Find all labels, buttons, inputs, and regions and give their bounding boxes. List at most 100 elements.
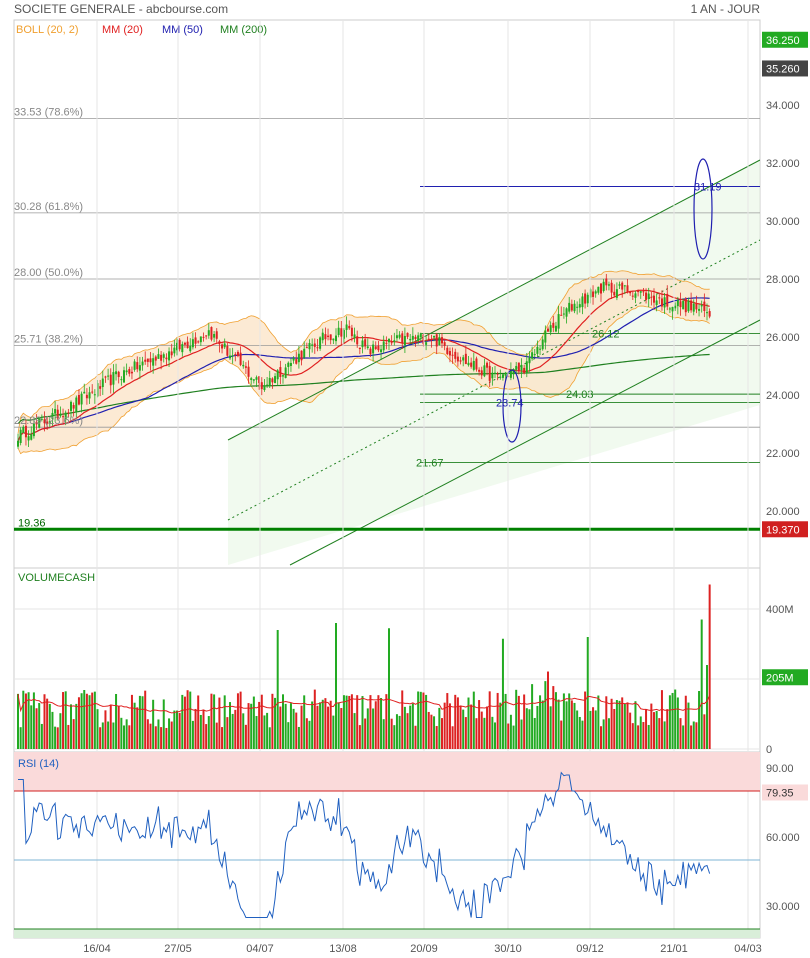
volume-bar: [637, 725, 640, 749]
volume-bar: [568, 693, 571, 749]
volume-bar: [263, 715, 266, 749]
volume-bar: [501, 638, 504, 749]
volume-bar: [385, 694, 388, 749]
candle-body: [594, 291, 597, 294]
high-price-badge-bg: [762, 31, 808, 48]
volume-bar: [236, 693, 239, 749]
candle-body: [221, 344, 224, 349]
candle-body: [123, 370, 125, 383]
volume-bar: [642, 722, 645, 749]
candle-body: [417, 335, 420, 341]
volume-bar: [109, 704, 112, 749]
fib-label-3: 25.71 (38.2%): [14, 333, 83, 345]
volume-bar: [671, 692, 674, 749]
volume-bar: [19, 727, 22, 749]
candle-body: [570, 304, 573, 311]
volume-bar: [70, 704, 72, 749]
candle-body: [610, 282, 613, 293]
candle-body: [168, 351, 171, 361]
candle-body: [388, 338, 390, 343]
candle-body: [242, 364, 245, 367]
candle-body: [321, 332, 324, 341]
support-label: 19.36: [18, 518, 46, 530]
volume-bar: [59, 713, 62, 749]
candle-body: [486, 362, 489, 368]
volume-bar: [557, 699, 560, 749]
candle-body: [125, 370, 128, 373]
candle-body: [629, 291, 632, 294]
volume-bar: [168, 718, 171, 749]
candle-body: [459, 360, 462, 362]
volume-bar: [443, 702, 446, 749]
rsi-last-badge: 79.35: [766, 787, 794, 799]
volume-bar: [653, 712, 655, 749]
volume-bar: [93, 691, 96, 749]
volume-bar: [390, 718, 393, 749]
candle-body: [557, 314, 560, 329]
price-plot-group: [14, 118, 760, 566]
volume-bar: [305, 718, 308, 749]
candle-body: [385, 342, 388, 344]
volume-bar: [335, 623, 337, 749]
candle-body: [380, 349, 383, 353]
volume-bar: [218, 697, 221, 749]
volume-bar: [658, 718, 661, 749]
candle-body: [674, 305, 677, 309]
candle-body: [329, 334, 332, 341]
volume-bar: [199, 714, 202, 749]
candle-body: [668, 308, 671, 310]
candle-body: [99, 386, 102, 389]
fib-label-1: 30.28 (61.8%): [14, 201, 83, 213]
volume-bar: [419, 691, 422, 749]
candle-body: [382, 341, 385, 351]
volume-bar: [27, 692, 30, 749]
candle-body: [401, 333, 404, 344]
candle-body: [586, 294, 589, 304]
volume-bar: [448, 703, 451, 749]
candle-body: [252, 379, 255, 381]
candle-body: [549, 325, 552, 333]
volume-bar: [615, 700, 618, 749]
volume-bar: [210, 693, 213, 749]
support-price-badge: 19.370: [766, 524, 800, 536]
volume-bar: [708, 584, 711, 749]
volume-bar: [456, 697, 459, 749]
volume-bar: [621, 697, 624, 749]
candle-body: [372, 344, 375, 354]
candle-body: [85, 394, 88, 399]
candle-body: [554, 325, 557, 332]
volume-bar: [684, 695, 687, 749]
volume-bar: [17, 693, 19, 749]
volume-bar: [83, 689, 86, 749]
candle-body: [478, 369, 481, 372]
candle-body: [690, 300, 693, 311]
volume-bar: [144, 690, 147, 749]
volume-bar: [668, 695, 671, 749]
volume-tick-label-2: 400M: [766, 604, 794, 616]
volume-bar: [279, 706, 282, 749]
candle-body: [305, 347, 308, 349]
candle-body: [568, 302, 571, 312]
volume-bar: [393, 725, 396, 749]
candle-body: [77, 395, 80, 405]
candle-body: [327, 335, 330, 337]
candle-body: [403, 335, 406, 346]
volume-bar: [634, 701, 637, 749]
volume-bar: [292, 708, 295, 749]
candle-body: [133, 361, 136, 370]
candle-body: [520, 364, 523, 371]
volume-bar: [395, 714, 398, 749]
trend-channel-lower: [289, 319, 760, 566]
candle-body: [91, 391, 94, 393]
volume-bar: [692, 721, 695, 749]
volume-bar: [332, 715, 335, 749]
volume-bar: [403, 706, 406, 749]
price-tick-label-0: 20.000: [766, 506, 800, 518]
volume-bar: [99, 727, 102, 749]
bollinger-band-fill: [18, 270, 710, 454]
volume-bar: [478, 700, 481, 749]
candle-body: [107, 375, 110, 377]
volume-bar: [215, 722, 218, 749]
